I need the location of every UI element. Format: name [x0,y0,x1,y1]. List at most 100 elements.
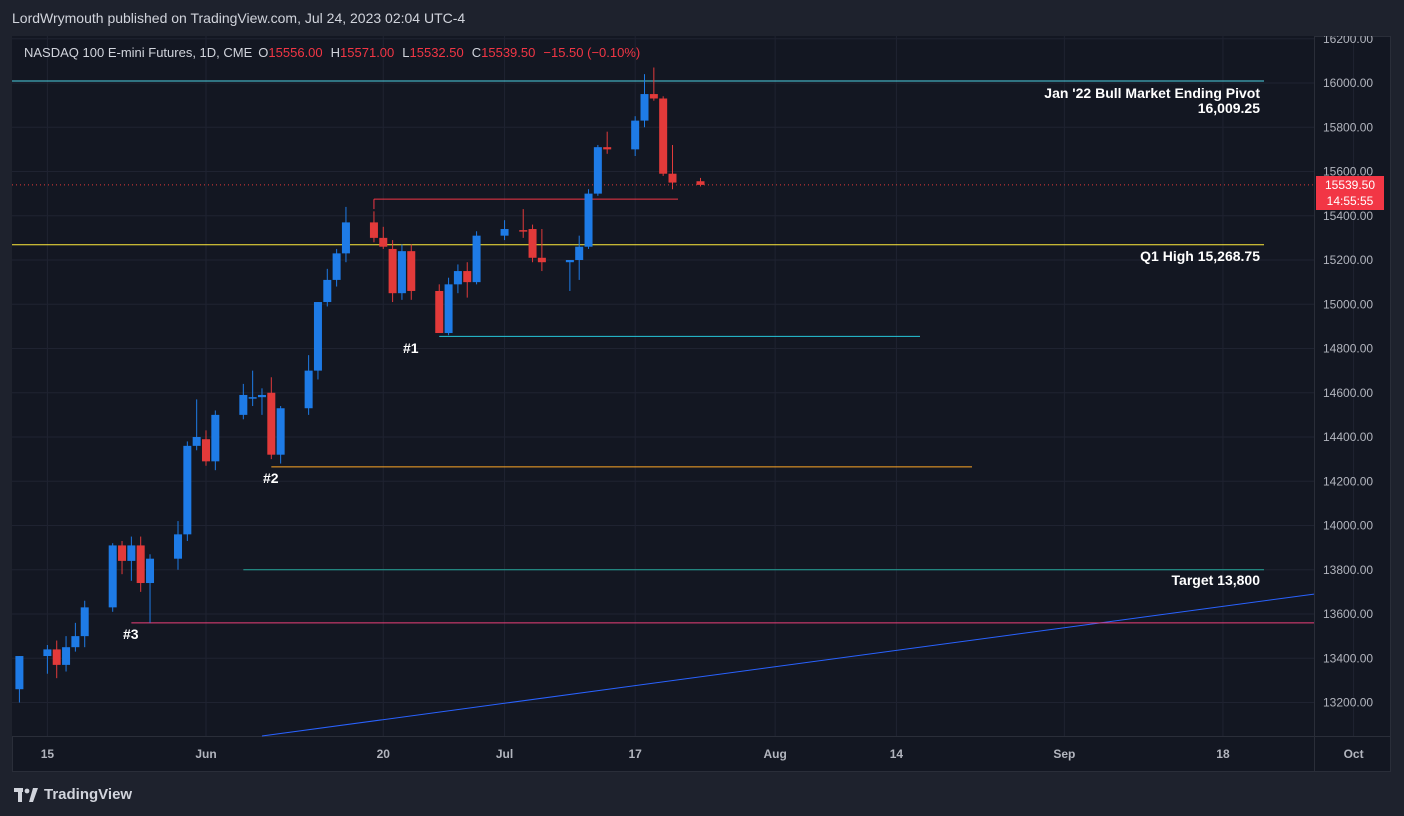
q1-high-annotation: Q1 High 15,268.75 [1140,248,1260,264]
trend-line [261,593,1315,737]
y-tick-label: 15400.00 [1323,209,1373,223]
candle-body-down [267,392,276,455]
y-tick-label: 13200.00 [1323,696,1373,710]
candle-body-up [183,445,192,535]
high-value: 15571.00 [340,45,395,60]
candle-body-up [584,193,593,247]
candle-body-up [631,120,640,150]
low-value: 15532.50 [409,45,464,60]
candle-body-down [136,545,145,584]
symbol-legend: NASDAQ 100 E-mini Futures, 1D, CME O 155… [24,45,640,60]
candle-body-up [108,545,117,608]
candle-body-up [71,636,80,648]
close-value: 15539.50 [481,45,536,60]
y-tick-label: 15200.00 [1323,253,1373,267]
candle-body-up [453,271,462,285]
x-tick-label: Jul [496,747,513,761]
candle-body-down [649,94,658,99]
candle-body-up [43,649,52,657]
candle-body-down [388,248,397,294]
candle-body-up [62,647,71,665]
low-label: L [402,45,410,60]
candle-body-up [500,229,509,236]
x-tick-label: Jun [195,747,216,761]
candle-body-down [202,439,210,462]
candle-body-up [472,235,481,283]
change-value: −15.50 (−0.10%) [543,45,641,60]
candle-body-up [248,397,257,399]
candle-body-up [211,414,220,462]
y-tick-label: 15800.00 [1323,120,1373,134]
symbol-title[interactable]: NASDAQ 100 E-mini Futures, 1D, CME [24,45,253,60]
candle-body-up [332,253,341,280]
x-tick-label: Aug [763,747,786,761]
y-tick-label: 15600.00 [1323,165,1373,179]
marker-1-label: #1 [403,340,419,356]
candle-body-up [239,394,248,415]
y-tick-label: 16000.00 [1323,76,1373,90]
candle-body-up [323,279,332,303]
marker-3-label: #3 [123,626,139,642]
marker-2-label: #2 [263,470,279,486]
candle-body-up [15,656,24,690]
tradingview-logo-text: TradingView [44,786,133,803]
last-price-value: 15539.50 [1324,178,1376,192]
target-annotation: Target 13,800 [1171,572,1260,588]
candle-body-down [369,222,378,238]
candle-body-down [435,290,444,334]
x-tick-label: 18 [1216,747,1230,761]
candle-body-down [118,545,127,561]
candle-body-down [379,237,388,247]
candle-body-down [52,649,61,665]
x-tick-label: 14 [890,747,904,761]
candle-body-down [537,257,546,263]
y-tick-label: 14600.00 [1323,386,1373,400]
candle-body-down [407,251,416,291]
candle-body-up [593,147,602,194]
candle-body-up [640,94,649,121]
candle-body-down [668,173,677,183]
candle-body-up [341,222,350,254]
candle-body-up [276,408,285,455]
candle-body-up [192,437,201,446]
y-tick-label: 14800.00 [1323,342,1373,356]
open-label: O [258,45,269,60]
high-label: H [330,45,341,60]
x-tick-label: 15 [41,747,55,761]
candle-body-down [659,98,668,174]
y-tick-label: 14400.00 [1323,430,1373,444]
candle-body-up [304,370,313,409]
tradingview-logo-icon [14,787,38,802]
pivot-value: 16,009.25 [1197,100,1260,116]
publish-header: LordWrymouth published on TradingView.co… [0,0,1404,36]
candle-body-down [603,147,612,150]
bar-countdown: 14:55:55 [1326,194,1374,208]
candle-body-up [397,251,406,294]
x-tick-label: 17 [629,747,643,761]
x-tick-label: Oct [1344,747,1364,761]
pivot-annotation: Jan '22 Bull Market Ending Pivot 16,009.… [1044,86,1260,116]
chart-canvas[interactable]: 16200.00 16000.00 15800.00 15600.00 15400.00… [12,36,1390,772]
close-label: C [471,45,482,60]
y-tick-label: 15000.00 [1323,297,1373,311]
candle-body-up [80,607,89,637]
candle-body-up [444,284,453,334]
last-price-tag: 15539.50 14:55:55 [1316,176,1384,210]
candle-body-up [565,260,574,263]
candle-body-up [313,302,322,371]
pivot-title: Jan '22 Bull Market Ending Pivot [1044,85,1260,101]
candle-body-up [257,394,266,398]
x-tick-label: 20 [377,747,391,761]
candle-body-down [696,181,705,185]
candle-body-up [575,246,584,260]
footer-bar [0,772,1404,816]
y-tick-label: 13600.00 [1323,607,1373,621]
candle-body-up [146,558,155,584]
y-tick-label: 13400.00 [1323,651,1373,665]
open-value: 15556.00 [268,45,323,60]
y-tick-label: 14000.00 [1323,519,1373,533]
tradingview-logo[interactable]: TradingView [14,786,132,803]
candle-body-up [174,534,183,559]
candle-body-down [463,271,472,283]
y-tick-label: 16200.00 [1323,36,1373,46]
